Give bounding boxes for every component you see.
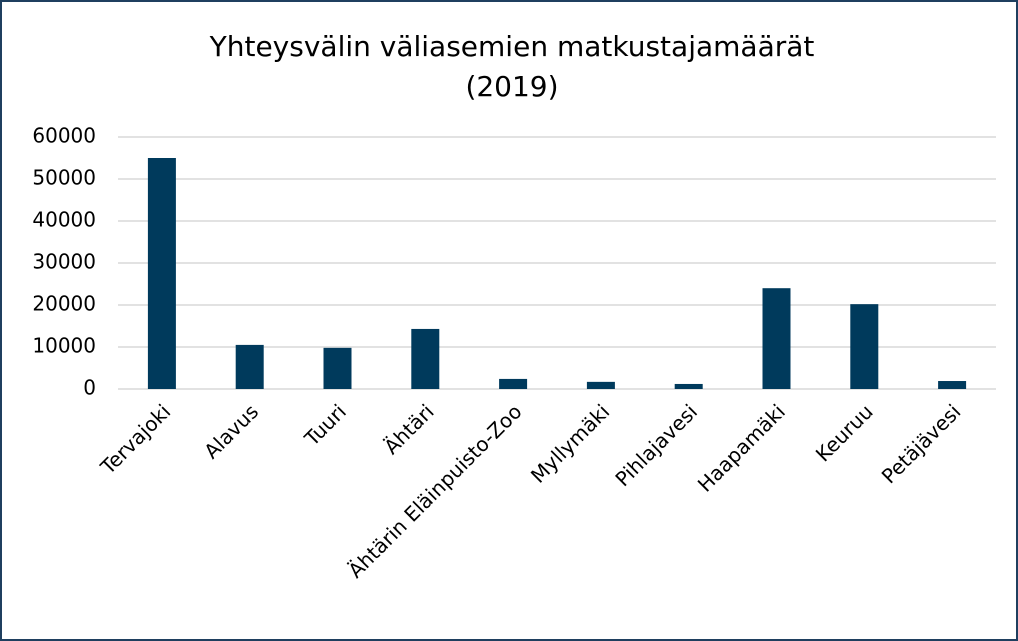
bar: [147, 158, 176, 389]
bar: [235, 344, 264, 389]
bar: [586, 381, 615, 389]
chart-title: (2019): [465, 70, 558, 103]
bar: [674, 383, 703, 389]
bar: [850, 304, 879, 389]
chart-title: Yhteysvälin väliasemien matkustajamäärät: [209, 30, 815, 63]
bar: [499, 378, 528, 389]
y-tick-label: 20000: [32, 292, 96, 316]
y-tick-label: 40000: [32, 208, 96, 232]
y-tick-label: 10000: [32, 334, 96, 358]
y-tick-label: 60000: [32, 124, 96, 148]
bar: [323, 347, 352, 389]
y-tick-label: 50000: [32, 166, 96, 190]
y-tick-label: 0: [83, 376, 96, 400]
bar: [938, 381, 967, 389]
bar: [411, 328, 440, 389]
bar: [762, 288, 791, 389]
y-tick-label: 30000: [32, 250, 96, 274]
